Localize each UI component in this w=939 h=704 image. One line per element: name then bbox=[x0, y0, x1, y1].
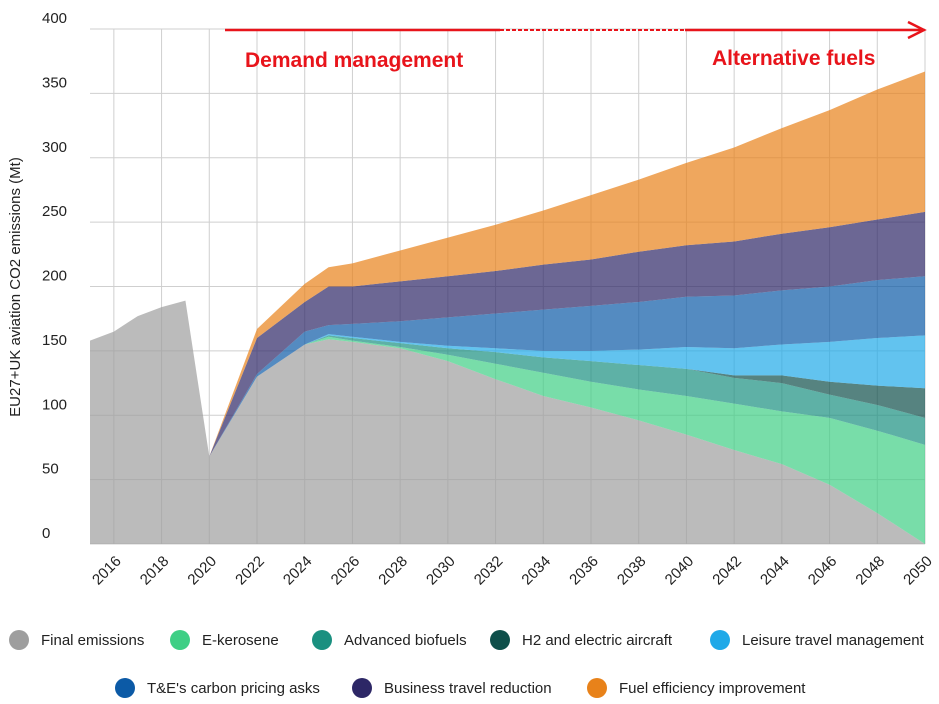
area bbox=[90, 276, 925, 457]
legend-label: Final emissions bbox=[41, 632, 144, 649]
legend-swatch bbox=[115, 678, 135, 698]
x-tick-label: 2030 bbox=[423, 553, 459, 589]
y-tick-label: 0 bbox=[42, 525, 50, 542]
legend-label: Business travel reduction bbox=[384, 680, 552, 697]
y-tick-label: 150 bbox=[42, 332, 67, 349]
x-tick-label: 2018 bbox=[137, 553, 173, 589]
x-tick-label: 2044 bbox=[757, 553, 793, 589]
legend-swatch bbox=[710, 630, 730, 650]
x-tick-label: 2040 bbox=[662, 553, 698, 589]
x-tick-label: 2024 bbox=[280, 553, 316, 589]
x-tick-label: 2048 bbox=[852, 553, 888, 589]
arrow-head bbox=[907, 20, 927, 40]
legend-label: H2 and electric aircraft bbox=[522, 632, 673, 649]
x-tick-label: 2036 bbox=[566, 553, 602, 589]
x-tick-label: 2038 bbox=[614, 553, 650, 589]
x-tick-label: 2032 bbox=[471, 553, 507, 589]
area bbox=[90, 300, 925, 457]
y-tick-label: 100 bbox=[42, 396, 67, 413]
x-tick-label: 2034 bbox=[518, 553, 554, 589]
legend-swatch bbox=[587, 678, 607, 698]
area bbox=[90, 211, 925, 457]
y-tick-label: 300 bbox=[42, 139, 67, 156]
x-tick-label: 2022 bbox=[232, 553, 268, 589]
x-tick-label: 2020 bbox=[184, 553, 220, 589]
area bbox=[90, 300, 925, 544]
legend-label: Fuel efficiency improvement bbox=[619, 680, 806, 697]
legend-label: Advanced biofuels bbox=[344, 632, 467, 649]
x-tick-label: 2050 bbox=[900, 553, 936, 589]
annotation: Demand management bbox=[245, 49, 463, 72]
x-tick-label: 2016 bbox=[89, 553, 125, 589]
y-axis-label: EU27+UK aviation CO2 emissions (Mt) bbox=[7, 157, 24, 417]
y-tick-label: 200 bbox=[42, 268, 67, 285]
area bbox=[90, 71, 925, 457]
y-tick-label: 350 bbox=[42, 74, 67, 91]
x-tick-label: 2028 bbox=[375, 553, 411, 589]
legend-swatch bbox=[170, 630, 190, 650]
x-tick-label: 2042 bbox=[709, 553, 745, 589]
legend-swatch bbox=[9, 630, 29, 650]
areas bbox=[90, 71, 925, 544]
x-tick-label: 2026 bbox=[328, 553, 364, 589]
y-tick-label: 400 bbox=[42, 10, 67, 27]
area bbox=[90, 300, 925, 544]
legend-label: Leisure travel management bbox=[742, 632, 925, 649]
legend-label: T&E's carbon pricing asks bbox=[147, 680, 320, 697]
legend-swatch bbox=[312, 630, 332, 650]
legend-label: E-kerosene bbox=[202, 632, 279, 649]
y-tick-label: 50 bbox=[42, 461, 59, 478]
x-tick-label: 2046 bbox=[805, 553, 841, 589]
annotation: Alternative fuels bbox=[712, 47, 875, 70]
legend-swatch bbox=[490, 630, 510, 650]
y-tick-label: 250 bbox=[42, 203, 67, 220]
legend-swatch bbox=[352, 678, 372, 698]
